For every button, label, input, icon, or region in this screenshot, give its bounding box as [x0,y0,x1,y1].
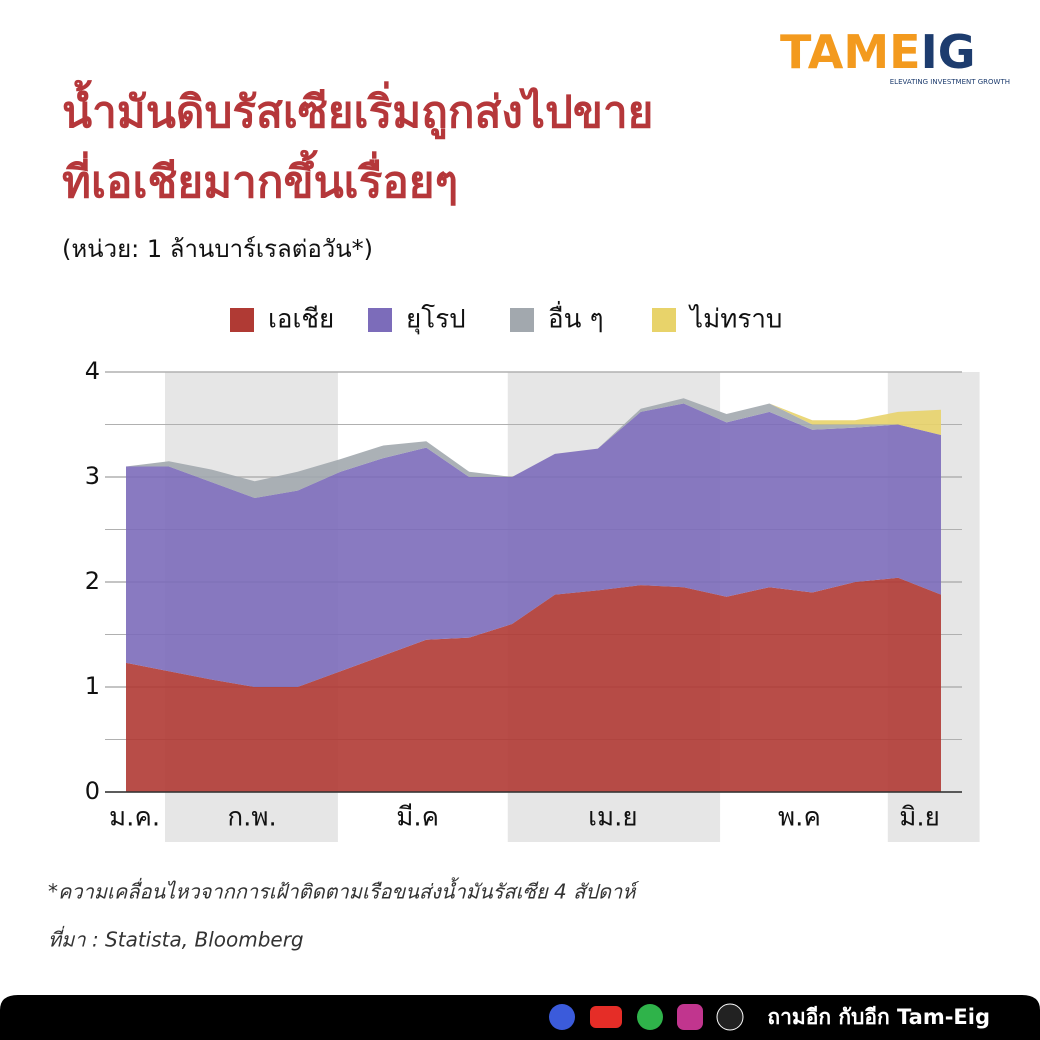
y-tick-label: 2 [85,567,100,595]
legend-label: ยุโรป [406,304,466,335]
legend-swatch [368,308,392,332]
tiktok-icon[interactable] [716,1003,744,1031]
x-tick-label: ม.ค. [109,803,160,833]
y-tick-label: 0 [85,777,100,805]
brand-tagline: ELEVATING INVESTMENT GROWTH [890,78,1010,86]
y-tick-label: 4 [85,357,100,385]
facebook-icon[interactable] [549,1004,575,1030]
x-tick-label: มิ.ย [899,803,940,833]
source: ที่มา : Statista, Bloomberg [48,926,304,952]
y-tick-label: 3 [85,462,100,490]
brand-logo: TAMEIG [780,25,975,79]
y-tick-label: 1 [85,672,100,700]
legend-swatch [510,308,534,332]
x-tick-label: พ.ค [778,803,821,833]
legend-label: เอเชีย [268,305,334,335]
x-tick-label: มี.ค [396,803,439,833]
footer-bar [0,995,1040,1040]
legend-label: อื่น ๆ [548,301,604,335]
chart-title: ที่เอเชียมากขึ้นเรื่อยๆ [62,149,458,208]
brand-part1: TAME [780,25,921,79]
area [126,398,941,498]
area [126,577,941,792]
legend-label: ไม่ทราบ [688,304,782,335]
area [126,403,941,687]
legend-swatch [652,308,676,332]
x-tick-label: เม.ย [588,803,638,833]
youtube-icon[interactable] [590,1006,622,1028]
chart-subtitle: (หน่วย: 1 ล้านบาร์เรลต่อวัน*) [62,235,373,263]
x-tick-label: ก.พ. [227,803,276,833]
legend-swatch [230,308,254,332]
footer-text: ถามอีก กับอีก Tam-Eig [767,1005,990,1029]
instagram-icon[interactable] [677,1004,703,1030]
footnote: *ความเคลื่อนไหวจากการเฝ้าติดตามเรือขนส่ง… [48,877,639,904]
chart-title: น้ำมันดิบรัสเซียเริ่มถูกส่งไปขาย [62,79,653,139]
line-icon[interactable] [637,1004,663,1030]
brand-part2: IG [921,25,976,79]
